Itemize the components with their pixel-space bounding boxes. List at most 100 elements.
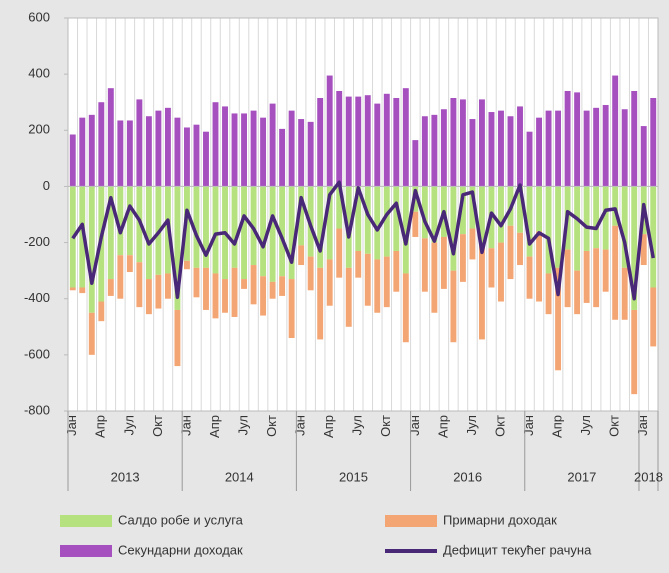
bar	[555, 110, 562, 187]
bar	[326, 186, 333, 260]
legend-label: Примарни доходак	[443, 512, 557, 527]
bar	[431, 186, 438, 243]
bar	[621, 267, 628, 320]
bar	[612, 225, 619, 320]
bar	[279, 186, 286, 277]
bar	[174, 309, 181, 367]
bar	[336, 90, 343, 187]
bar	[164, 273, 171, 299]
bar	[193, 124, 200, 187]
legend-label: Дефицит текућег рачуна	[443, 542, 592, 557]
bar	[650, 98, 657, 187]
bar	[88, 114, 95, 187]
x-tick-label: Јан	[521, 415, 536, 436]
y-tick-label: -200	[24, 234, 50, 249]
bar	[555, 186, 562, 268]
bar	[164, 107, 171, 187]
bar	[269, 103, 276, 187]
bar	[345, 96, 352, 187]
line	[71, 180, 655, 301]
bar	[536, 186, 542, 232]
bar	[612, 186, 619, 226]
bar	[393, 250, 400, 292]
bar	[155, 110, 162, 187]
bar	[145, 279, 152, 315]
bar	[450, 186, 457, 271]
bar	[260, 117, 267, 187]
bar	[574, 186, 581, 271]
bar	[298, 119, 305, 187]
bar	[574, 92, 581, 187]
y-tick-label: 200	[28, 122, 50, 137]
bar	[355, 186, 362, 251]
x-tick-label: Јан	[178, 415, 193, 436]
bar	[498, 110, 504, 187]
bar	[98, 301, 105, 322]
bar	[107, 279, 114, 296]
bar	[184, 260, 190, 270]
bar	[631, 186, 638, 310]
y-tick-label: 400	[28, 66, 50, 81]
bar	[431, 114, 438, 187]
bar	[479, 245, 485, 340]
bar	[383, 93, 390, 187]
bar	[222, 279, 228, 313]
x-tick-label: Јул	[464, 415, 479, 435]
bar	[193, 267, 200, 298]
y-tick-label: -600	[24, 346, 50, 361]
bar	[126, 186, 133, 256]
bar	[498, 186, 504, 243]
bar	[564, 249, 571, 308]
y-tick-label: 600	[28, 9, 50, 24]
year-label: 2017	[567, 469, 596, 484]
bar	[574, 270, 581, 315]
bar	[288, 110, 295, 187]
bar	[440, 109, 447, 187]
bar	[364, 95, 371, 187]
bar	[583, 110, 590, 187]
bar	[517, 106, 523, 187]
bar	[117, 186, 124, 256]
bar	[250, 265, 257, 305]
bar	[640, 234, 647, 266]
x-tick-label: Јул	[235, 415, 250, 435]
bar	[269, 281, 276, 299]
bar	[536, 231, 542, 302]
bar	[126, 255, 133, 273]
bar	[545, 110, 552, 187]
bar	[88, 186, 95, 313]
bar	[526, 131, 533, 187]
bar	[640, 126, 647, 187]
bar	[298, 245, 305, 266]
bar	[260, 186, 267, 277]
bar	[602, 249, 609, 292]
bar	[212, 102, 219, 187]
x-tick-label: Окт	[607, 415, 622, 437]
x-tick-label: Јан	[293, 415, 308, 436]
bar	[507, 116, 514, 187]
bar	[450, 270, 457, 343]
bar	[393, 98, 400, 187]
x-tick-label: Јул	[578, 415, 593, 435]
bar	[307, 121, 314, 187]
x-tick-label: Јан	[64, 415, 79, 436]
bar	[450, 98, 457, 187]
bar	[145, 186, 152, 280]
bar	[593, 107, 600, 187]
year-label: 2014	[225, 469, 254, 484]
bar	[145, 116, 152, 187]
bar	[383, 256, 390, 308]
bar	[431, 242, 438, 313]
year-label: 2015	[339, 469, 368, 484]
x-tick-label: Окт	[264, 415, 279, 437]
bar	[279, 276, 286, 296]
bar	[241, 279, 247, 289]
bar	[631, 309, 638, 395]
x-tick-label: Јул	[121, 415, 136, 435]
bar	[260, 276, 267, 316]
bar	[317, 186, 324, 268]
bar	[317, 267, 324, 340]
bar	[326, 259, 333, 306]
bar	[507, 225, 514, 280]
